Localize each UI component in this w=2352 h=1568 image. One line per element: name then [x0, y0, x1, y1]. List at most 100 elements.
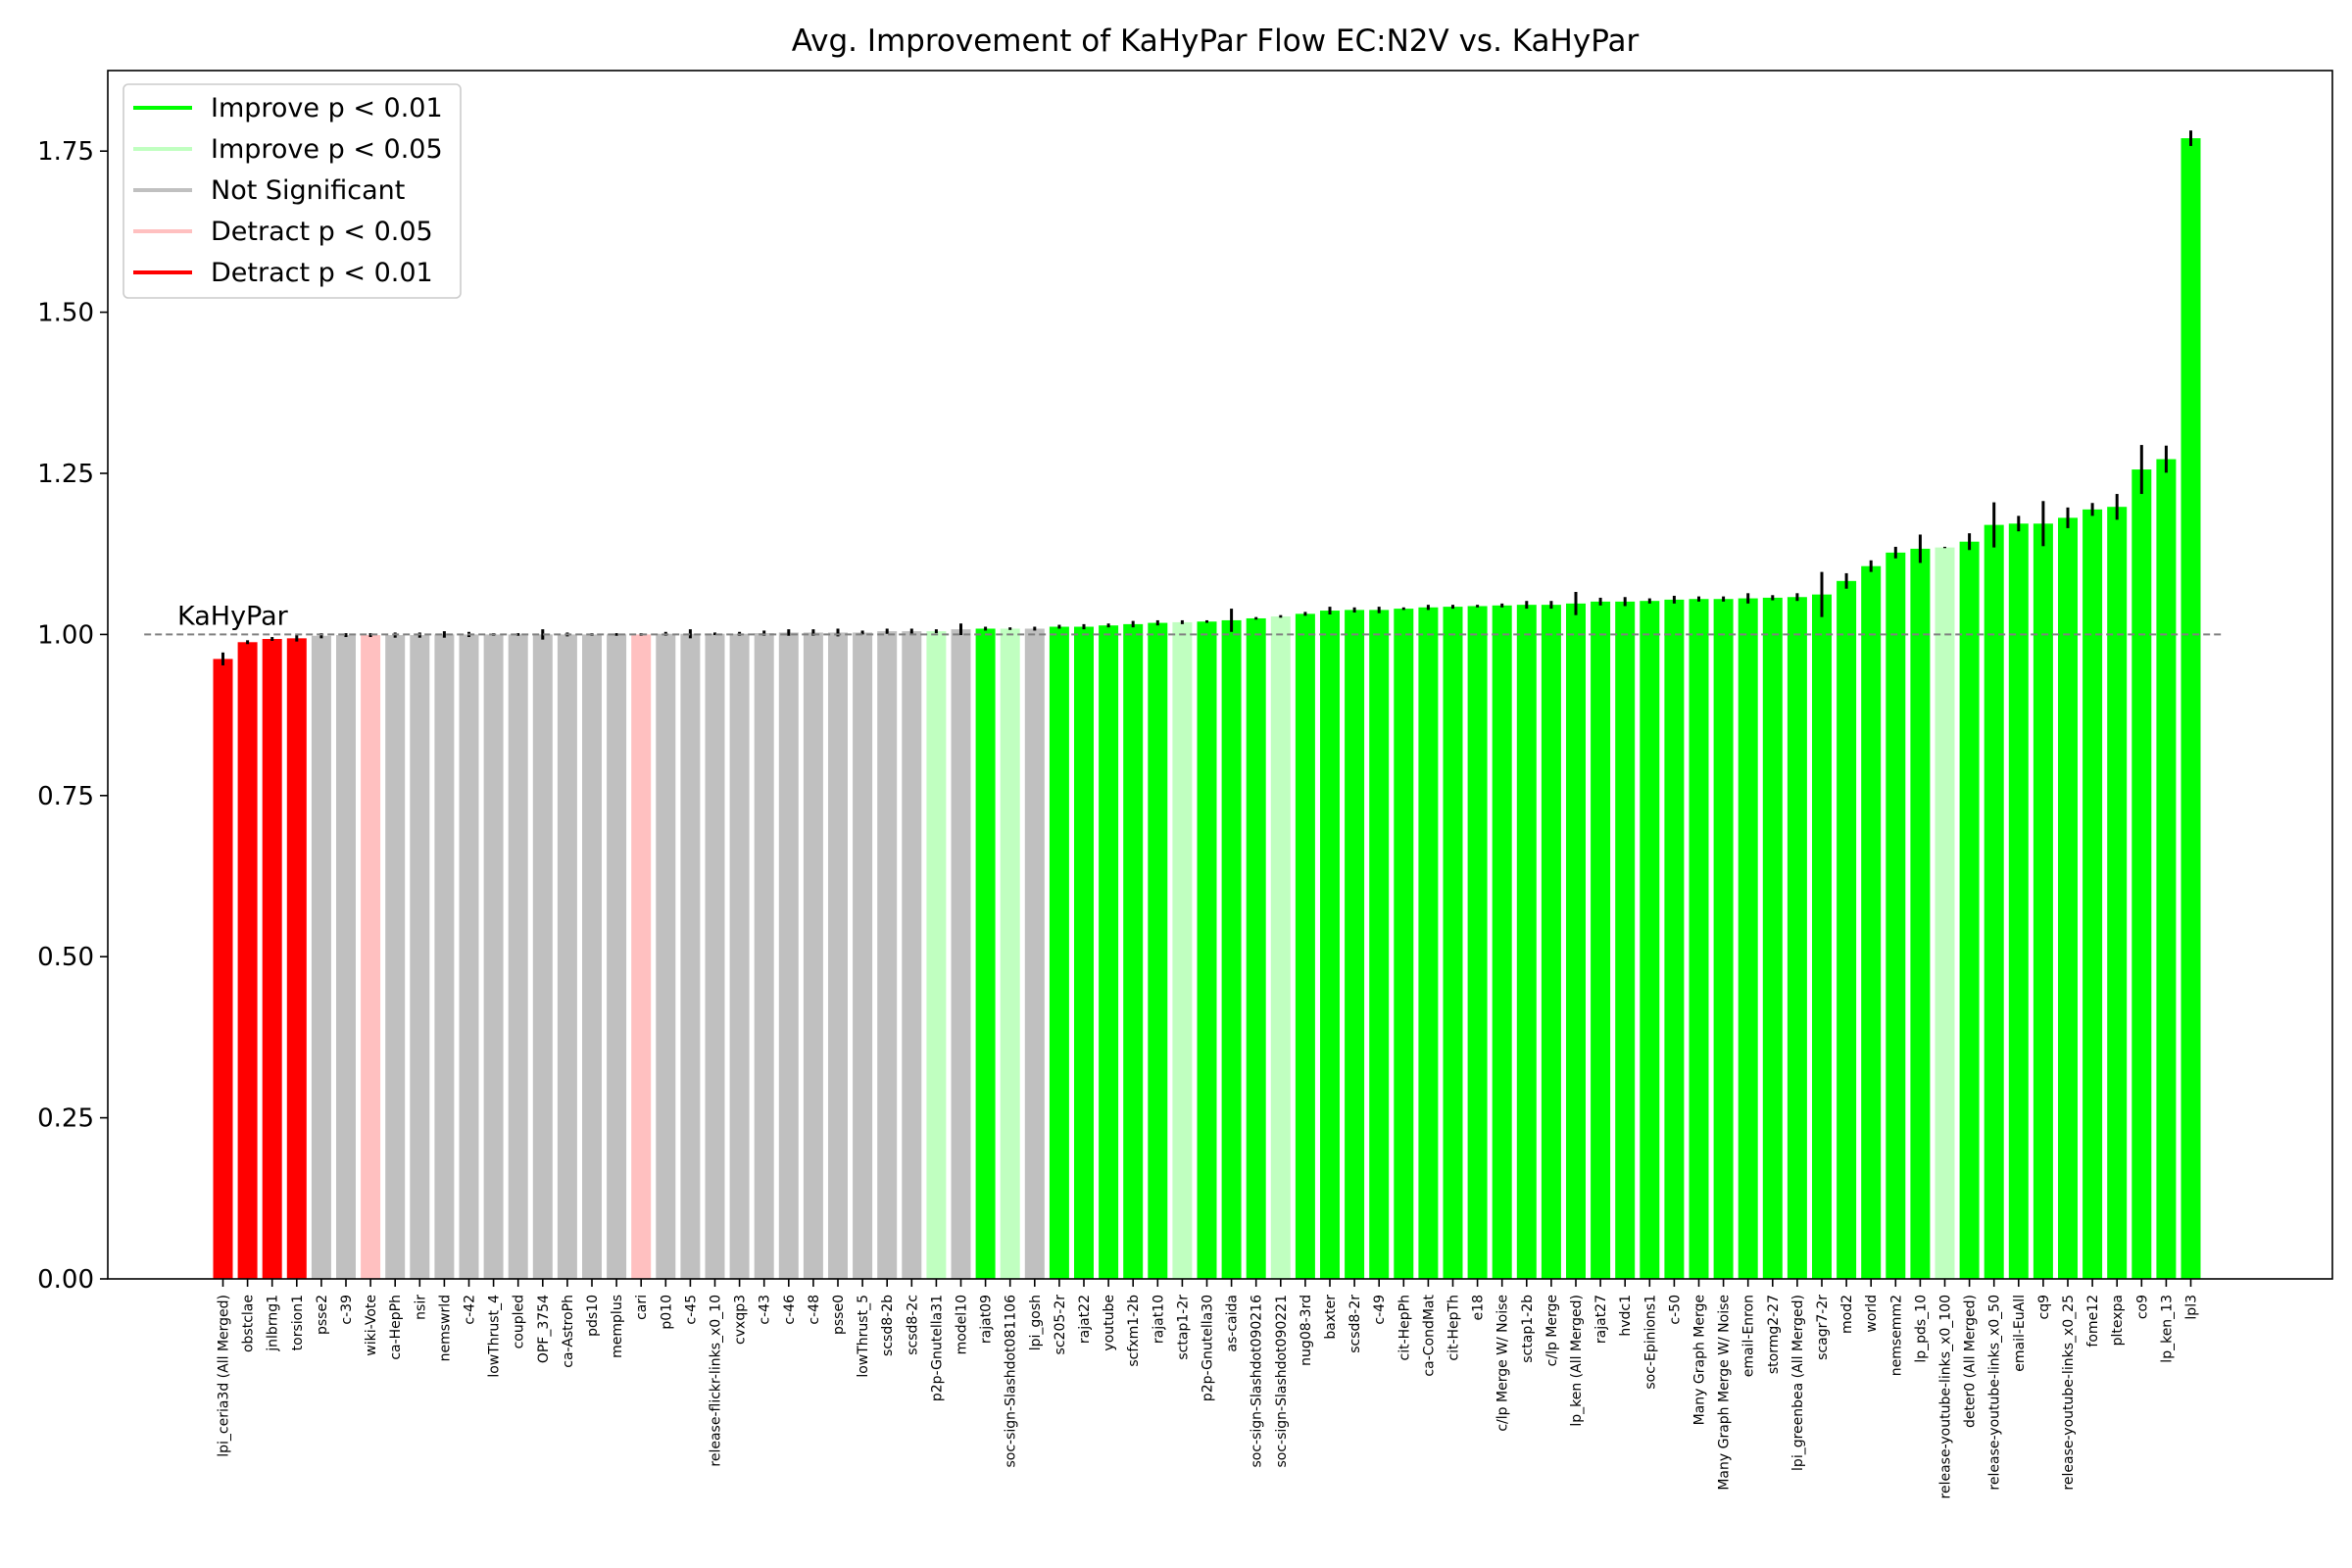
bar [1024, 628, 1045, 1279]
bar [213, 659, 233, 1279]
x-tick-label: lpi_greenbea (All Merged) [1790, 1295, 1806, 1471]
x-tick-label: deter0 (All Merged) [1963, 1295, 1979, 1428]
x-tick-label: scagr7-2r [1815, 1295, 1831, 1360]
x-tick-label: co9 [2134, 1295, 2150, 1319]
axes-frame [107, 70, 2333, 1280]
bar [1516, 605, 1537, 1279]
y-tick-label: 0.25 [37, 1104, 94, 1134]
baseline-label: KaHyPar [177, 601, 289, 631]
x-tick-label: c/lp Merge [1544, 1295, 1560, 1366]
bar [2033, 523, 2053, 1279]
x-tick-label: scsd8-2c [905, 1295, 920, 1355]
x-tick-label: cari [634, 1295, 650, 1320]
bar [2156, 459, 2177, 1279]
bar [1837, 580, 1857, 1279]
x-tick-label: p2p-Gnutella31 [929, 1295, 945, 1401]
bar [459, 634, 479, 1279]
bar [1664, 599, 1685, 1279]
bar [607, 634, 627, 1279]
x-tick-label: c-45 [683, 1295, 699, 1325]
bar [410, 635, 430, 1279]
bar [508, 634, 528, 1279]
bar [754, 633, 774, 1279]
bar [1074, 626, 1094, 1279]
x-tick-label: memplus [610, 1295, 625, 1358]
bar [1959, 541, 1980, 1279]
x-tick-label: lp_ken_13 [2159, 1295, 2175, 1363]
x-tick-label: c-46 [782, 1295, 798, 1325]
x-tick-label: lowThrust_4 [487, 1295, 503, 1378]
x-tick-label: lp_ken (All Merged) [1569, 1295, 1585, 1427]
bar [803, 632, 823, 1279]
bar [975, 628, 996, 1279]
x-tick-label: lp_pds_10 [1913, 1295, 1929, 1363]
bar [361, 635, 381, 1279]
x-tick-label: hvdc1 [1618, 1295, 1634, 1337]
bar [1000, 628, 1020, 1279]
x-tick-label: soc-sign-Slashdot081106 [1004, 1295, 1019, 1468]
bar [1812, 594, 1832, 1279]
x-tick-label: rajat22 [1077, 1295, 1093, 1344]
x-tick-label: p010 [659, 1295, 674, 1330]
bar [1123, 623, 1144, 1279]
x-tick-label: sc205-2r [1053, 1295, 1068, 1355]
legend-label: Detract p < 0.05 [211, 217, 433, 247]
bar [1492, 605, 1512, 1279]
y-tick-label: 1.25 [37, 460, 94, 489]
bar [2082, 509, 2103, 1279]
y-tick-label: 1.50 [37, 299, 94, 328]
x-tick-label: youtube [1102, 1295, 1117, 1351]
bar [1689, 599, 1709, 1279]
bar [680, 633, 701, 1279]
x-tick-label: cq9 [2036, 1295, 2052, 1320]
x-tick-label: as-caida [1225, 1295, 1241, 1352]
y-tick-label: 1.75 [37, 137, 94, 167]
y-tick-label: 0.50 [37, 943, 94, 972]
bar [1984, 524, 2004, 1279]
x-tick-label: c-43 [758, 1295, 773, 1325]
x-tick-label: cit-HepTh [1446, 1295, 1462, 1361]
bar [434, 634, 455, 1279]
bar [2058, 517, 2078, 1279]
bar [1443, 607, 1463, 1279]
x-tick-label: soc-Epinions1 [1642, 1295, 1658, 1390]
x-tick-label: pds10 [585, 1295, 601, 1337]
x-tick-label: scsd8-2b [880, 1295, 896, 1356]
bar [2180, 138, 2201, 1279]
x-tick-label: ca-HepPh [388, 1295, 404, 1360]
x-tick-label: p2p-Gnutella30 [1200, 1295, 1216, 1401]
bar [2107, 507, 2128, 1279]
legend-label: Improve p < 0.05 [211, 134, 443, 165]
bar [1295, 613, 1315, 1279]
bar [1197, 621, 1217, 1279]
x-tick-label: c-39 [339, 1295, 355, 1325]
x-tick-label: soc-sign-Slashdot090221 [1274, 1295, 1290, 1468]
x-tick-label: coupled [512, 1295, 527, 1348]
x-tick-label: c/lp Merge W/ Noise [1495, 1295, 1511, 1432]
x-tick-label: c-48 [807, 1295, 822, 1325]
bar [1394, 609, 1414, 1279]
x-tick-label: Many Graph Merge [1692, 1295, 1708, 1425]
x-tick-label: lpi_gosh [1028, 1295, 1044, 1350]
bar [2008, 523, 2029, 1279]
x-tick-label: obstclae [241, 1295, 257, 1352]
chart-title: Avg. Improvement of KaHyPar Flow EC:N2V … [792, 24, 1640, 59]
bar [877, 631, 898, 1279]
legend-label: Not Significant [211, 175, 405, 206]
x-axis: lpi_ceria3d (All Merged) obstclae jnlbrng1… [217, 1279, 2200, 1498]
bar [336, 635, 356, 1279]
bar [705, 633, 725, 1279]
legend-label: Detract p < 0.01 [211, 258, 433, 288]
x-tick-label: cit-HepPh [1396, 1295, 1412, 1360]
bar [1099, 625, 1119, 1279]
bar [1738, 598, 1758, 1279]
bar [1615, 601, 1636, 1279]
bar [532, 634, 553, 1279]
x-tick-label: release-youtube-links_x0_100 [1938, 1295, 1954, 1498]
x-tick-label: e18 [1471, 1295, 1487, 1320]
x-tick-label: lowThrust_5 [856, 1295, 871, 1378]
x-tick-label: nemswrld [437, 1295, 453, 1361]
bar [656, 633, 676, 1279]
x-tick-label: scfxm1-2b [1126, 1295, 1142, 1367]
bar [582, 634, 602, 1279]
